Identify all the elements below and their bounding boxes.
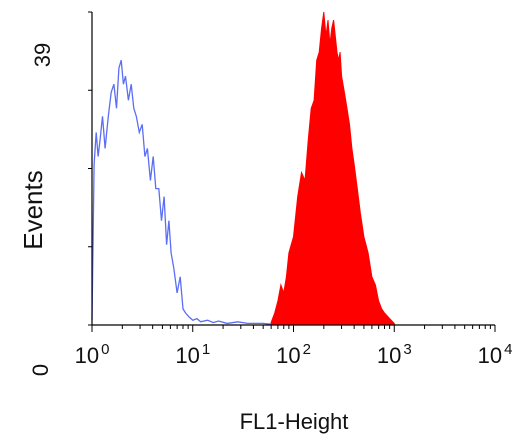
y-tick-label-max: 39 [30,43,55,67]
axes [88,11,496,332]
x-tick-label: 10 1 [175,341,210,368]
x-tick-label: 10 4 [478,341,513,368]
x-tick-label: 10 2 [276,341,311,368]
filled-series-layer [270,11,395,326]
x-axis-title: FL1-Height [240,409,349,434]
x-tick-label: 10 3 [377,341,412,368]
y-axis-title: Events [18,170,48,250]
outline-series-layer [91,60,272,325]
tick-labels: 10 0 10 1 10 2 10 3 10 4 0 39 [28,43,512,376]
y-tick-label-min: 0 [28,364,53,376]
series-1-filled-histogram [270,11,395,326]
series-0-outline-histogram [91,60,272,325]
x-tick-label: 10 0 [75,341,110,368]
